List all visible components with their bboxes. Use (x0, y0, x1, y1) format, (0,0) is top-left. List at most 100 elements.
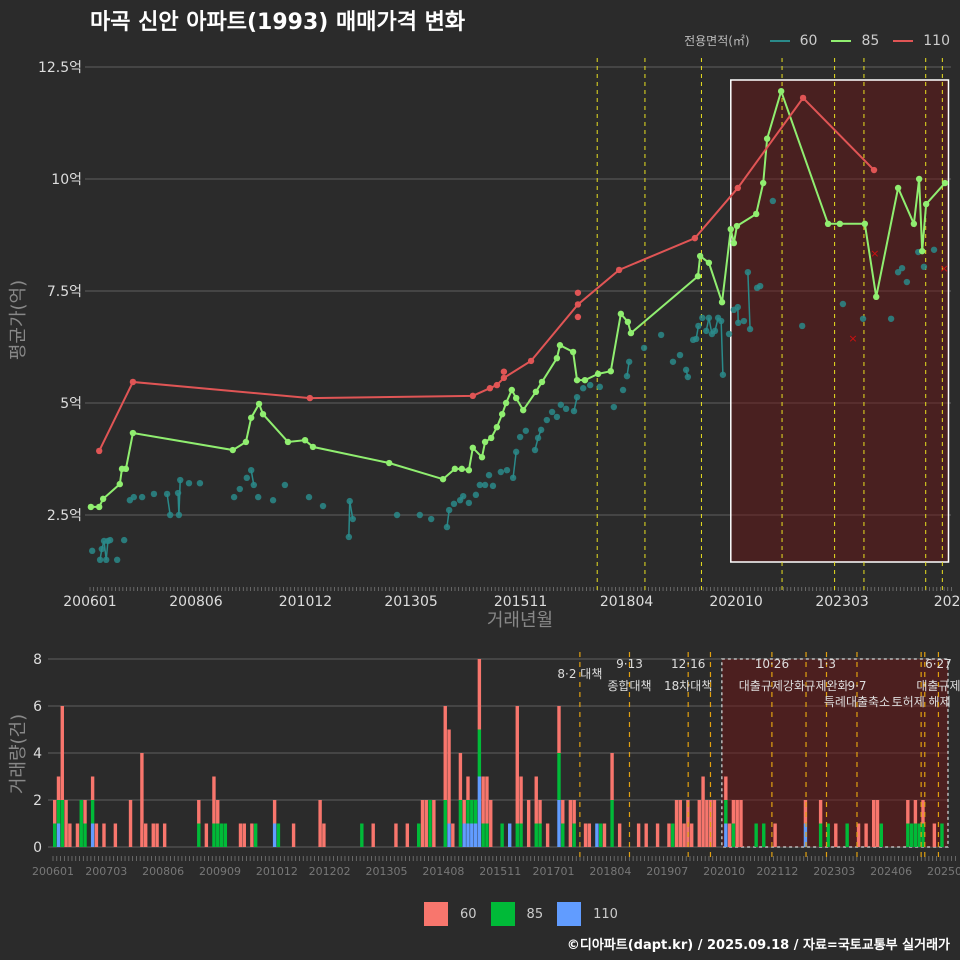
x-tick-label: 201012 (256, 865, 298, 878)
series-60-point (719, 371, 727, 378)
bar-60 (735, 800, 739, 847)
bar-60 (447, 729, 451, 824)
series-85-point (508, 386, 515, 394)
series-60-point (682, 366, 690, 374)
bar-60 (526, 800, 531, 847)
series-60-point (445, 506, 453, 514)
series-85-point (519, 406, 527, 414)
series-85-point (451, 465, 459, 473)
series-60-point (725, 330, 733, 338)
bar-60 (424, 800, 428, 847)
series-85-point (493, 423, 501, 431)
cancelled-mark: × (848, 332, 857, 345)
series-60-point (623, 372, 631, 380)
bar-85 (477, 729, 482, 777)
bar-85 (557, 753, 561, 800)
bar-60 (913, 800, 918, 824)
series-60-point (465, 499, 473, 507)
series-85-point (502, 399, 510, 407)
bar-85 (818, 823, 823, 847)
bar-60 (697, 800, 701, 847)
series-60-point (416, 511, 424, 519)
legend-title: 전용면적(㎡) (684, 34, 750, 48)
bar-85 (481, 823, 485, 847)
series-60-point (531, 446, 539, 454)
bar-85 (466, 800, 470, 824)
series-60-point (657, 331, 665, 339)
series-60-point (138, 493, 146, 501)
bar-60 (610, 753, 614, 800)
bar-60 (242, 823, 246, 847)
x-tick-label: 201511 (479, 865, 521, 878)
series-60-point (305, 493, 313, 501)
series-60-point (150, 490, 158, 498)
bar-85 (470, 800, 474, 824)
y-axis-title: 평균가(억) (8, 280, 29, 360)
y-tick-label: 10억 (51, 172, 82, 188)
legend-swatch-60 (424, 902, 448, 926)
legend-swatch-110 (557, 902, 582, 926)
bar-60 (872, 800, 876, 847)
series-60-point (930, 246, 938, 253)
bar-110 (462, 823, 466, 847)
bar-110 (56, 823, 61, 847)
series-60-point (516, 433, 524, 441)
series-60-point (557, 401, 565, 408)
bar-60 (712, 800, 717, 847)
x-tick-label: 201305 (384, 594, 437, 610)
source-credit: ©디아파트(dapt.kr) / 2025.09.18 / 자료=국토교통부 실… (566, 938, 950, 953)
y-tick-label: 0 (33, 840, 42, 856)
bar-60 (568, 800, 573, 847)
policy-name-label: 대출규제 (916, 679, 960, 693)
bar-110 (595, 823, 599, 847)
bar-60 (64, 800, 68, 847)
series-110-line (98, 96, 875, 452)
bar-60 (477, 659, 482, 730)
x-tick-label: 200806 (169, 594, 223, 610)
series-110-point (306, 394, 314, 402)
bar-60 (690, 823, 694, 847)
series-60-point (756, 282, 764, 290)
bar-85 (762, 823, 766, 847)
bar-85 (212, 823, 216, 847)
x-tick-label: 200703 (85, 865, 127, 878)
bar-60 (420, 800, 425, 847)
series-85-point (627, 329, 635, 337)
legend-swatch-85 (490, 902, 515, 926)
bar-60 (291, 823, 296, 847)
series-60-point (428, 515, 435, 523)
bar-60 (128, 800, 133, 847)
bar-85 (572, 823, 576, 847)
policy-name-label: 특례대출축소 (824, 695, 890, 709)
series-85-point (617, 310, 625, 318)
series-60-segment (747, 272, 751, 330)
bar-60 (655, 823, 660, 847)
bar-85 (360, 823, 364, 847)
series-85-point (727, 225, 734, 233)
series-85-point (498, 411, 506, 418)
x-tick-label: 202010 (703, 865, 745, 878)
bar-85 (60, 800, 64, 847)
bar-60 (534, 776, 538, 824)
series-60-point (319, 502, 327, 510)
bar-60 (583, 823, 588, 847)
bar-60 (212, 776, 216, 824)
series-110-point (486, 385, 494, 392)
bar-60 (818, 800, 823, 824)
bar-85 (610, 800, 614, 847)
bar-60 (572, 800, 576, 824)
series-60-point (166, 511, 174, 519)
bar-85 (79, 800, 83, 847)
series-110-point (574, 301, 582, 308)
series-60-point (472, 491, 480, 499)
series-85-point (95, 503, 103, 511)
series-85-point (836, 220, 844, 227)
bar-85 (473, 800, 478, 824)
x-tick-label: 201305 (366, 865, 408, 878)
series-85-point (284, 438, 292, 446)
series-60-point (903, 278, 911, 286)
bar-85 (276, 823, 281, 847)
series-85-point (752, 210, 760, 218)
series-85-point (861, 220, 869, 227)
